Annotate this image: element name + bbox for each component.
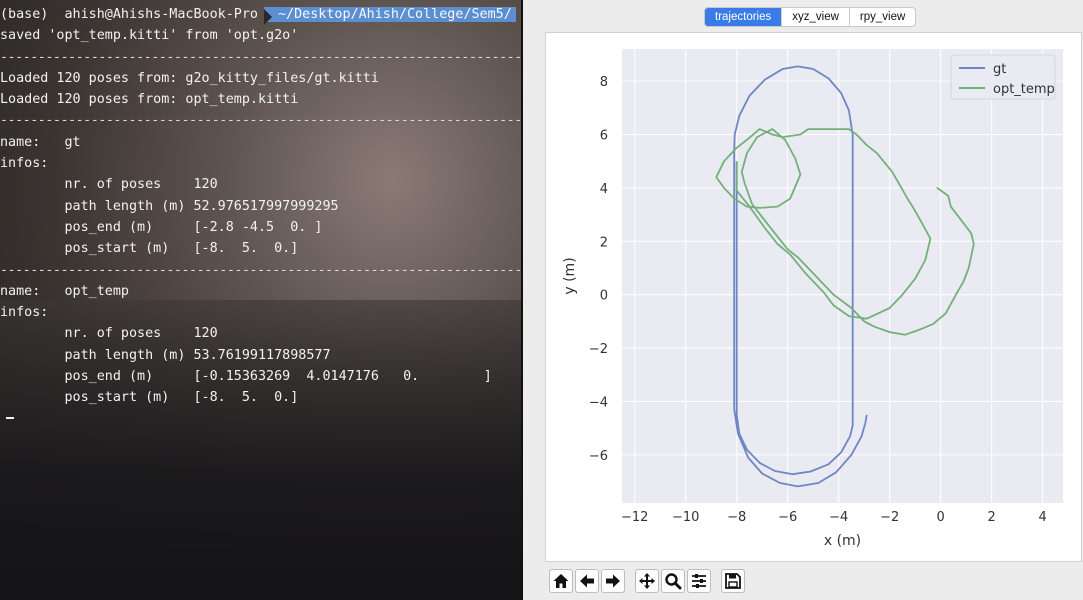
configure-subplots-icon [692, 574, 706, 588]
terminal-line: pos_start (m) [-8. 5. 0.] [0, 390, 299, 406]
terminal-separator: ----------------------------------------… [0, 262, 521, 278]
x-tick-label: 4 [1038, 510, 1046, 525]
terminal-line: nr. of poses 120 [0, 177, 218, 193]
view-tabs: trajectories xyz_view rpy_view [704, 7, 917, 27]
y-tick-label: −4 [589, 396, 608, 411]
y-tick-label: 8 [600, 75, 608, 90]
plot-window: trajectories xyz_view rpy_view −12 −10 −8−… [523, 0, 1083, 600]
terminal-line: path length (m) 53.76199117898577 [0, 347, 331, 363]
x-tick-label: 0 [937, 510, 945, 525]
terminal-line: saved 'opt_temp.kitti' from 'opt.g2o' [0, 28, 299, 44]
prompt-env: (base) [0, 7, 49, 22]
terminal-prompt: (base) ahish@Ahishs-MacBook-Pro ~/Desktop… [0, 4, 521, 25]
back-arrow-icon [580, 574, 594, 588]
save-button[interactable] [721, 569, 745, 593]
y-tick-label: −2 [589, 342, 608, 357]
x-tick-label: −4 [829, 510, 848, 525]
save-icon [725, 573, 741, 589]
y-tick-label: 0 [600, 289, 608, 304]
tab-xyz-view[interactable]: xyz_view [782, 8, 850, 26]
pan-button[interactable] [635, 569, 659, 593]
series-line-gt [733, 65, 868, 488]
pan-icon [639, 573, 655, 589]
x-tick-label: −8 [727, 510, 746, 525]
home-icon [553, 574, 569, 588]
terminal-line: Loaded 120 poses from: g2o_kitty_files/g… [0, 70, 379, 86]
y-tick-label: −6 [589, 449, 608, 464]
tab-rpy-view[interactable]: rpy_view [859, 11, 906, 23]
terminal-separator: ----------------------------------------… [0, 113, 521, 129]
x-tick-label: −2 [880, 510, 899, 525]
terminal-line: path length (m) 52.976517997999295 [0, 198, 339, 214]
y-tick-label: 4 [600, 182, 608, 197]
plot-area [622, 49, 1063, 503]
terminal-line: pos_end (m) [-2.8 -4.5 0. ] [0, 219, 323, 235]
trajectory-chart: −12 −10 −8 −6 −4 −2 0 2 4 −6 −4 −2 0 2 4 6 8 x (m) y (m) gt… [562, 49, 1063, 549]
terminal-cursor [6, 416, 14, 419]
tab-trajectories[interactable]: trajectories [705, 8, 783, 26]
y-axis-label: y (m) [562, 257, 578, 294]
forward-arrow-icon [606, 574, 620, 588]
x-tick-label: −12 [621, 510, 648, 525]
terminal-line: pos_end (m) [-0.15363269 4.0147176 0. ] [0, 369, 492, 385]
y-tick-label: 2 [600, 235, 608, 250]
terminal-line: infos: [0, 305, 49, 321]
prompt-path: ~/Desktop/Ahish/College/Sem5/ [263, 7, 516, 22]
forward-button[interactable] [601, 569, 625, 593]
zoom-icon [665, 573, 682, 590]
plot-canvas[interactable]: −12 −10 −8 −6 −4 −2 0 2 4 −6 −4 −2 0 2 4 6 8 x (m) y (m) gt… [545, 32, 1082, 562]
y-tick-label: 6 [600, 128, 608, 143]
back-button[interactable] [575, 569, 599, 593]
terminal-line: Loaded 120 poses from: opt_temp.kitti [0, 92, 299, 108]
home-button[interactable] [549, 569, 573, 593]
terminal-line: name: gt [0, 134, 81, 150]
terminal-line: pos_start (m) [-8. 5. 0.] [0, 241, 299, 257]
terminal-line: nr. of poses 120 [0, 326, 218, 342]
configure-subplots-button[interactable] [687, 569, 711, 593]
terminal-line: name: opt_temp [0, 283, 129, 299]
window-divider [521, 0, 523, 600]
series-line-opt-temp [715, 128, 975, 336]
zoom-button[interactable] [661, 569, 685, 593]
terminal-separator: ----------------------------------------… [0, 49, 521, 65]
terminal-window[interactable]: (base) ahish@Ahishs-MacBook-Pro ~/Desktop… [0, 0, 521, 600]
prompt-user-host: ahish@Ahishs-MacBook-Pro [64, 7, 258, 22]
legend-label-opt-temp: opt_temp [993, 82, 1055, 97]
legend-label-gt: gt [993, 62, 1006, 77]
terminal-line: infos: [0, 156, 49, 172]
x-tick-label: −6 [778, 510, 797, 525]
terminal-output: (base) ahish@Ahishs-MacBook-Pro ~/Desktop… [0, 0, 521, 409]
x-tick-label: −10 [672, 510, 699, 525]
x-axis-label: x (m) [824, 533, 861, 549]
x-tick-label: 2 [987, 510, 995, 525]
matplotlib-toolbar [549, 569, 745, 593]
